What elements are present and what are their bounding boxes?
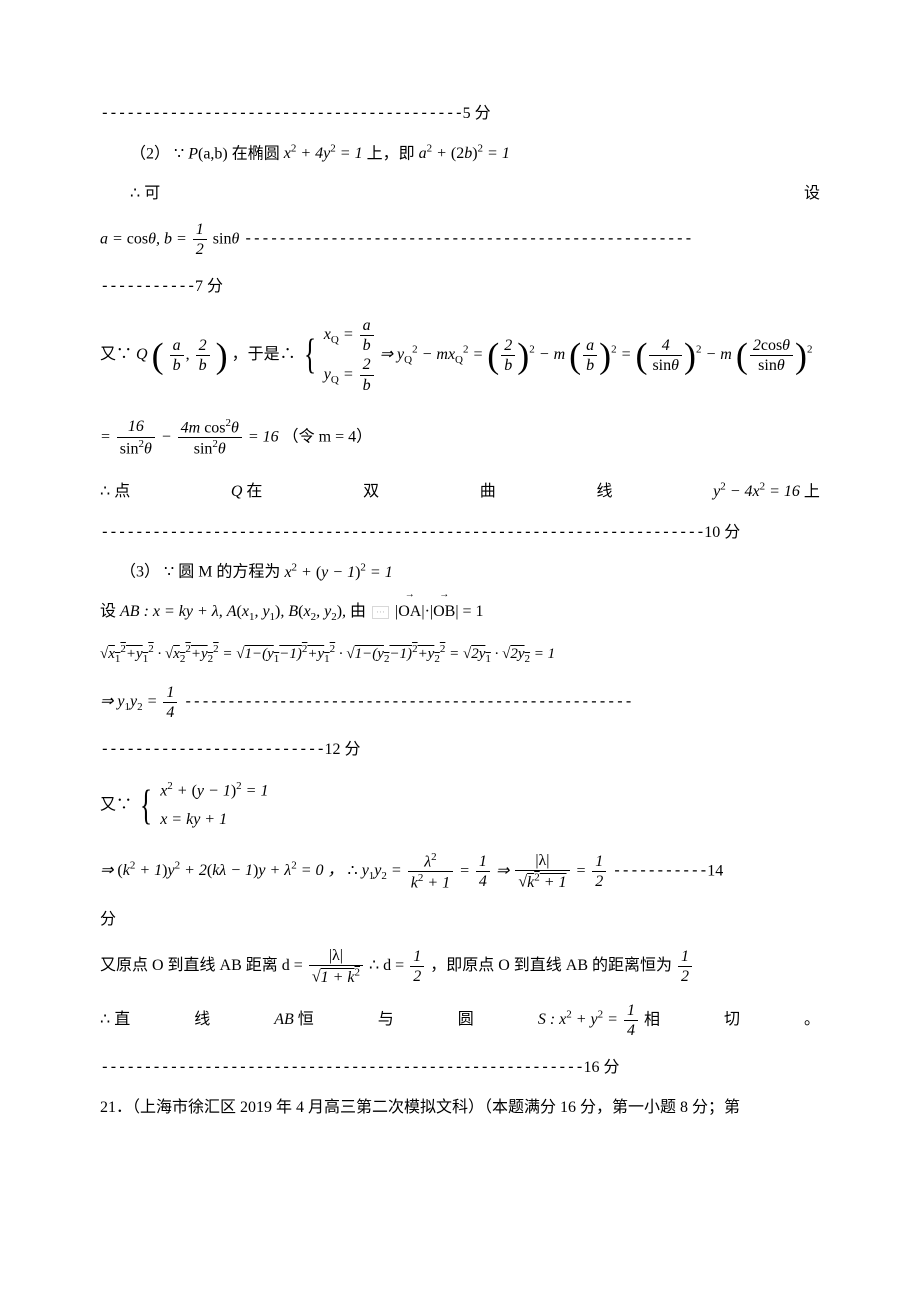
dashes: ----------------------------------------… bbox=[183, 691, 632, 710]
shuang: 双 bbox=[363, 479, 379, 505]
Q-line: 又∵ Q ( ab, 2b ) ，于是∴ { xQ = ab yQ = 2b ⇒… bbox=[100, 316, 820, 395]
because-icon: ∵ bbox=[174, 145, 184, 162]
zai: 在 bbox=[246, 483, 262, 500]
var-P: P bbox=[188, 145, 198, 162]
heng: 恒 bbox=[298, 1011, 314, 1028]
dashes: ----------------------------------------… bbox=[100, 522, 704, 541]
text-ke: 可 bbox=[144, 185, 160, 202]
h12n: 1 bbox=[592, 852, 606, 872]
text-so-d: ∴ d = bbox=[369, 957, 408, 974]
qie: 切 bbox=[724, 1007, 740, 1033]
quad-line: ⇒ (k2 + 1)y2 + 2(kλ − 1)y + λ2 = 0 ， ∴ y… bbox=[100, 851, 820, 893]
qu: 曲 bbox=[480, 479, 496, 505]
part3-label: （3） bbox=[120, 564, 160, 581]
shang: 上 bbox=[804, 483, 820, 500]
yuan2: 圆 bbox=[458, 1007, 474, 1033]
fen-unit: 分 bbox=[100, 911, 116, 928]
score-12: 12 分 bbox=[324, 741, 360, 758]
text-youyin2: 又∵ bbox=[100, 796, 132, 813]
setAB-line: 设 AB : x = ky + λ, A(x1, y1), B(x2, y2),… bbox=[100, 599, 820, 627]
frac-a: a bbox=[170, 336, 184, 356]
text-you: 由 bbox=[350, 603, 366, 620]
dashes: -------------------------- bbox=[100, 739, 324, 758]
Q: Q bbox=[231, 483, 243, 500]
xian2: 线 bbox=[194, 1007, 210, 1033]
frac-2: 2 bbox=[196, 336, 210, 356]
because3: ∵ bbox=[164, 564, 174, 581]
frac-den: 2 bbox=[193, 240, 207, 259]
y1y2-line: ⇒ y1y2 = 14 ----------------------------… bbox=[100, 683, 820, 722]
score-16-line: ----------------------------------------… bbox=[100, 1054, 820, 1081]
let-m4: （令 m = 4） bbox=[283, 429, 372, 446]
tangent-line: ∴ 直 线 AB 恒 与 圆 S : x2 + y2 = 14 相 切 。 bbox=[100, 1001, 820, 1040]
part2-label: （2） bbox=[130, 145, 170, 162]
h12d3: 2 bbox=[678, 967, 692, 986]
h12n2: 1 bbox=[410, 947, 424, 967]
dashes: ----------- bbox=[612, 860, 707, 879]
score-10-line: ----------------------------------------… bbox=[100, 519, 820, 546]
h12d2: 2 bbox=[410, 967, 424, 986]
text-yuanM: 圆 M 的方程为 bbox=[178, 564, 280, 581]
score-5: 5 分 bbox=[463, 105, 491, 122]
yu: 与 bbox=[378, 1007, 394, 1033]
so-final: ∴ bbox=[100, 1011, 110, 1028]
zhi: 直 bbox=[114, 1011, 130, 1028]
score-12-line: --------------------------12 分 bbox=[100, 736, 820, 763]
q14n2: 1 bbox=[476, 852, 490, 872]
dashes: ----------------------------------------… bbox=[243, 228, 692, 247]
q14n3: 1 bbox=[624, 1001, 638, 1021]
score-10: 10 分 bbox=[704, 524, 740, 541]
q14d3: 4 bbox=[624, 1021, 638, 1040]
score-14: 14 bbox=[707, 862, 723, 879]
q14d: 4 bbox=[163, 703, 177, 722]
hyperbola-line: ∴ 点 Q 在 双 曲 线 y2 − 4x2 = 16 上 bbox=[100, 479, 820, 505]
frac-b: b bbox=[170, 356, 184, 375]
coords-ab: (a,b) bbox=[198, 145, 228, 162]
part2-line1: （2） ∵ P(a,b) 在椭圆 x2 + 4y2 = 1 上，即 a2 + (… bbox=[100, 141, 820, 167]
eq16: = 16 bbox=[248, 429, 283, 446]
therefore: ∴ bbox=[100, 483, 110, 500]
q14d2: 4 bbox=[476, 872, 490, 891]
score-7: 7 分 bbox=[195, 278, 223, 295]
q21-text: （上海市徐汇区 2019 年 4 月高三第二次模拟文科）（本题满分 16 分，第… bbox=[132, 1099, 740, 1116]
frac-num: 1 bbox=[193, 220, 207, 240]
frac-b2: b bbox=[196, 356, 210, 375]
part3-line: （3） ∵ 圆 M 的方程为 x2 + (y − 1)2 = 1 bbox=[100, 559, 820, 585]
simplify-line: = 16sin2θ − 4m cos2θsin2θ = 16 （令 m = 4） bbox=[100, 417, 820, 459]
score-14-unit: 分 bbox=[100, 907, 820, 933]
sqrt-line: √x12+y12 · √x22+y22 = √1−(y1−1)2+y12 · √… bbox=[100, 641, 820, 669]
period: 。 bbox=[804, 1007, 820, 1033]
h12n3: 1 bbox=[678, 947, 692, 967]
q21-num: 21． bbox=[100, 1099, 132, 1116]
text-dist: 又原点 O 到直线 AB 距离 d = bbox=[100, 957, 307, 974]
text-ji2: ，即原点 O 到直线 AB 的距离恒为 bbox=[430, 957, 672, 974]
keshe-line: ∴ 可 设 bbox=[100, 181, 820, 207]
system-line: 又∵ { x2 + (y − 1)2 = 1 x = ky + 1 bbox=[100, 777, 820, 835]
dashes: ----------------------------------------… bbox=[100, 103, 463, 122]
param-line: a = cosθ, b = 12 sinθ ------------------… bbox=[100, 220, 820, 259]
h12d: 2 bbox=[592, 872, 606, 891]
dashes: ----------------------------------------… bbox=[100, 1057, 583, 1076]
therefore-icon: ∴ bbox=[130, 185, 140, 202]
score-5-line: ----------------------------------------… bbox=[100, 100, 820, 127]
text-she: 设 bbox=[804, 181, 820, 207]
text-ji: 上，即 bbox=[367, 145, 415, 162]
dist-line: 又原点 O 到直线 AB 距离 d = |λ|√1 + k2 ∴ d = 12 … bbox=[100, 946, 820, 987]
text-she2: 设 bbox=[100, 603, 116, 620]
dian: 点 bbox=[114, 483, 130, 500]
text-yushi: ，于是∴ bbox=[232, 346, 296, 363]
xian: 线 bbox=[596, 479, 612, 505]
watermark-icon: ··· bbox=[372, 606, 389, 619]
dashes: ----------- bbox=[100, 276, 195, 295]
score-16: 16 分 bbox=[583, 1059, 619, 1076]
text-youyin: 又∵ bbox=[100, 346, 132, 363]
score-7-line: -----------7 分 bbox=[100, 273, 820, 300]
problem-21-header: 21．（上海市徐汇区 2019 年 4 月高三第二次模拟文科）（本题满分 16 … bbox=[100, 1095, 820, 1121]
AB-final: AB bbox=[274, 1011, 294, 1028]
q14n: 1 bbox=[163, 683, 177, 703]
xiang: 相 bbox=[644, 1011, 660, 1028]
text-on-ellipse: 在椭圆 bbox=[232, 145, 280, 162]
